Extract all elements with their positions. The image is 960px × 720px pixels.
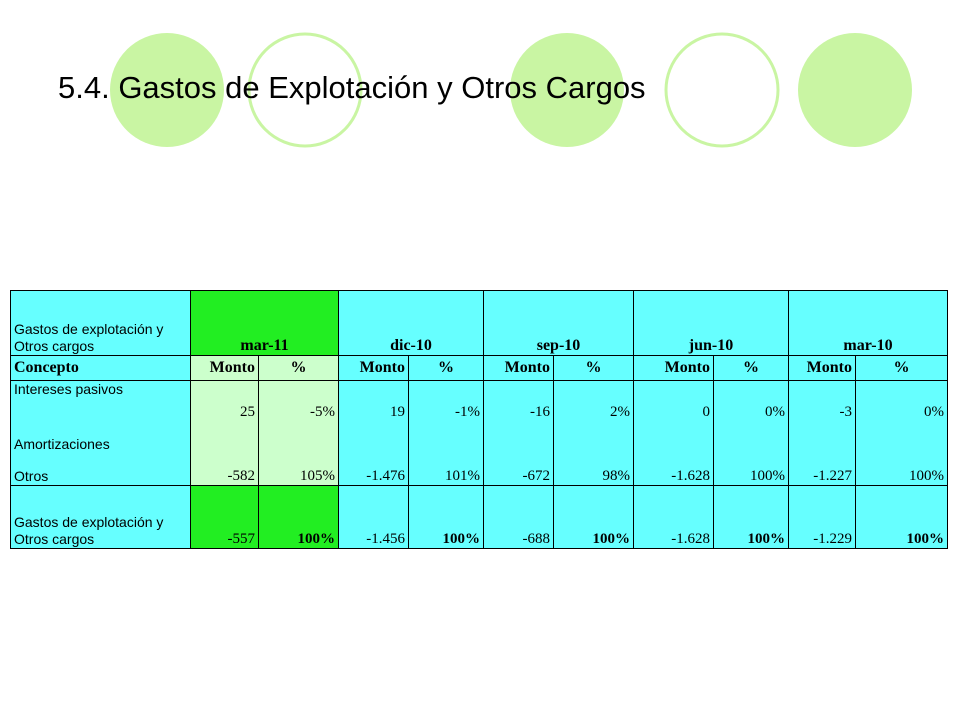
cell: -688 xyxy=(483,485,554,549)
cell: Concepto xyxy=(10,355,191,381)
circle xyxy=(510,33,624,147)
decor xyxy=(110,32,912,148)
cell: 100% xyxy=(408,485,484,549)
row: Gastos de explotación y Otros cargos mar-… xyxy=(10,290,948,356)
cell xyxy=(633,420,714,453)
circle xyxy=(798,33,912,147)
cell xyxy=(190,420,259,453)
cell: 2% xyxy=(553,380,634,421)
cell: Monto xyxy=(190,355,259,381)
cell: Gastos de explotación y Otros cargos xyxy=(10,485,191,549)
cell: -1.229 xyxy=(788,485,856,549)
cell: % xyxy=(258,355,339,381)
row: Amortizaciones xyxy=(10,420,948,453)
cell: -5% xyxy=(258,380,339,421)
cell: 105% xyxy=(258,452,339,486)
cell: -1.628 xyxy=(633,485,714,549)
row: Intereses pasivos 25 -5% 19 -1% -16 2% 0 0% -3 0% xyxy=(10,380,948,421)
cell: % xyxy=(408,355,484,381)
cell: 0% xyxy=(713,380,789,421)
cell xyxy=(258,420,339,453)
cell: Gastos de explotación y Otros cargos xyxy=(10,290,191,356)
title: 5.4. Gastos de Explotación y Otros Cargo… xyxy=(58,70,646,105)
row: Otros -582 105% -1.476 101% -672 98% -1.628 100%… xyxy=(10,452,948,486)
cell: sep-10 xyxy=(483,290,634,356)
cell: -3 xyxy=(788,380,856,421)
cell xyxy=(483,420,554,453)
cell: Monto xyxy=(633,355,714,381)
cell: 100% xyxy=(855,485,948,549)
cell: Amortizaciones xyxy=(10,420,191,453)
cell: 25 xyxy=(190,380,259,421)
cell: 0% xyxy=(855,380,948,421)
cell: Monto xyxy=(338,355,409,381)
cell: 100% xyxy=(713,452,789,486)
cell: mar-10 xyxy=(788,290,948,356)
cell xyxy=(553,420,634,453)
cell: 0 xyxy=(633,380,714,421)
cell: 101% xyxy=(408,452,484,486)
cell: -1% xyxy=(408,380,484,421)
table: Gastos de explotación y Otros cargos mar-… xyxy=(10,290,948,549)
cell: -582 xyxy=(190,452,259,486)
cell: mar-11 xyxy=(190,290,339,356)
cell xyxy=(788,420,856,453)
cell: Intereses pasivos xyxy=(10,380,191,421)
row: Concepto Monto% Monto% Monto% Monto% Monto% xyxy=(10,355,948,381)
row: Gastos de explotación y Otros cargos -557… xyxy=(10,485,948,549)
cell: Otros xyxy=(10,452,191,486)
cell: -1.628 xyxy=(633,452,714,486)
cell: -1.456 xyxy=(338,485,409,549)
cell: jun-10 xyxy=(633,290,789,356)
cell: -1.476 xyxy=(338,452,409,486)
cell: % xyxy=(855,355,948,381)
cell: -16 xyxy=(483,380,554,421)
cell xyxy=(338,420,409,453)
cell: % xyxy=(713,355,789,381)
cell: 100% xyxy=(553,485,634,549)
cell: 100% xyxy=(713,485,789,549)
circle xyxy=(664,32,780,148)
cell: 98% xyxy=(553,452,634,486)
cell xyxy=(408,420,484,453)
cell: 19 xyxy=(338,380,409,421)
circle xyxy=(247,32,363,148)
cell: % xyxy=(553,355,634,381)
cell: Monto xyxy=(483,355,554,381)
cell: 100% xyxy=(855,452,948,486)
cell: -672 xyxy=(483,452,554,486)
cell xyxy=(855,420,948,453)
cell: 100% xyxy=(258,485,339,549)
cell xyxy=(713,420,789,453)
cell: dic-10 xyxy=(338,290,484,356)
cell: Monto xyxy=(788,355,856,381)
cell: -557 xyxy=(190,485,259,549)
cell: -1.227 xyxy=(788,452,856,486)
circle xyxy=(110,33,224,147)
